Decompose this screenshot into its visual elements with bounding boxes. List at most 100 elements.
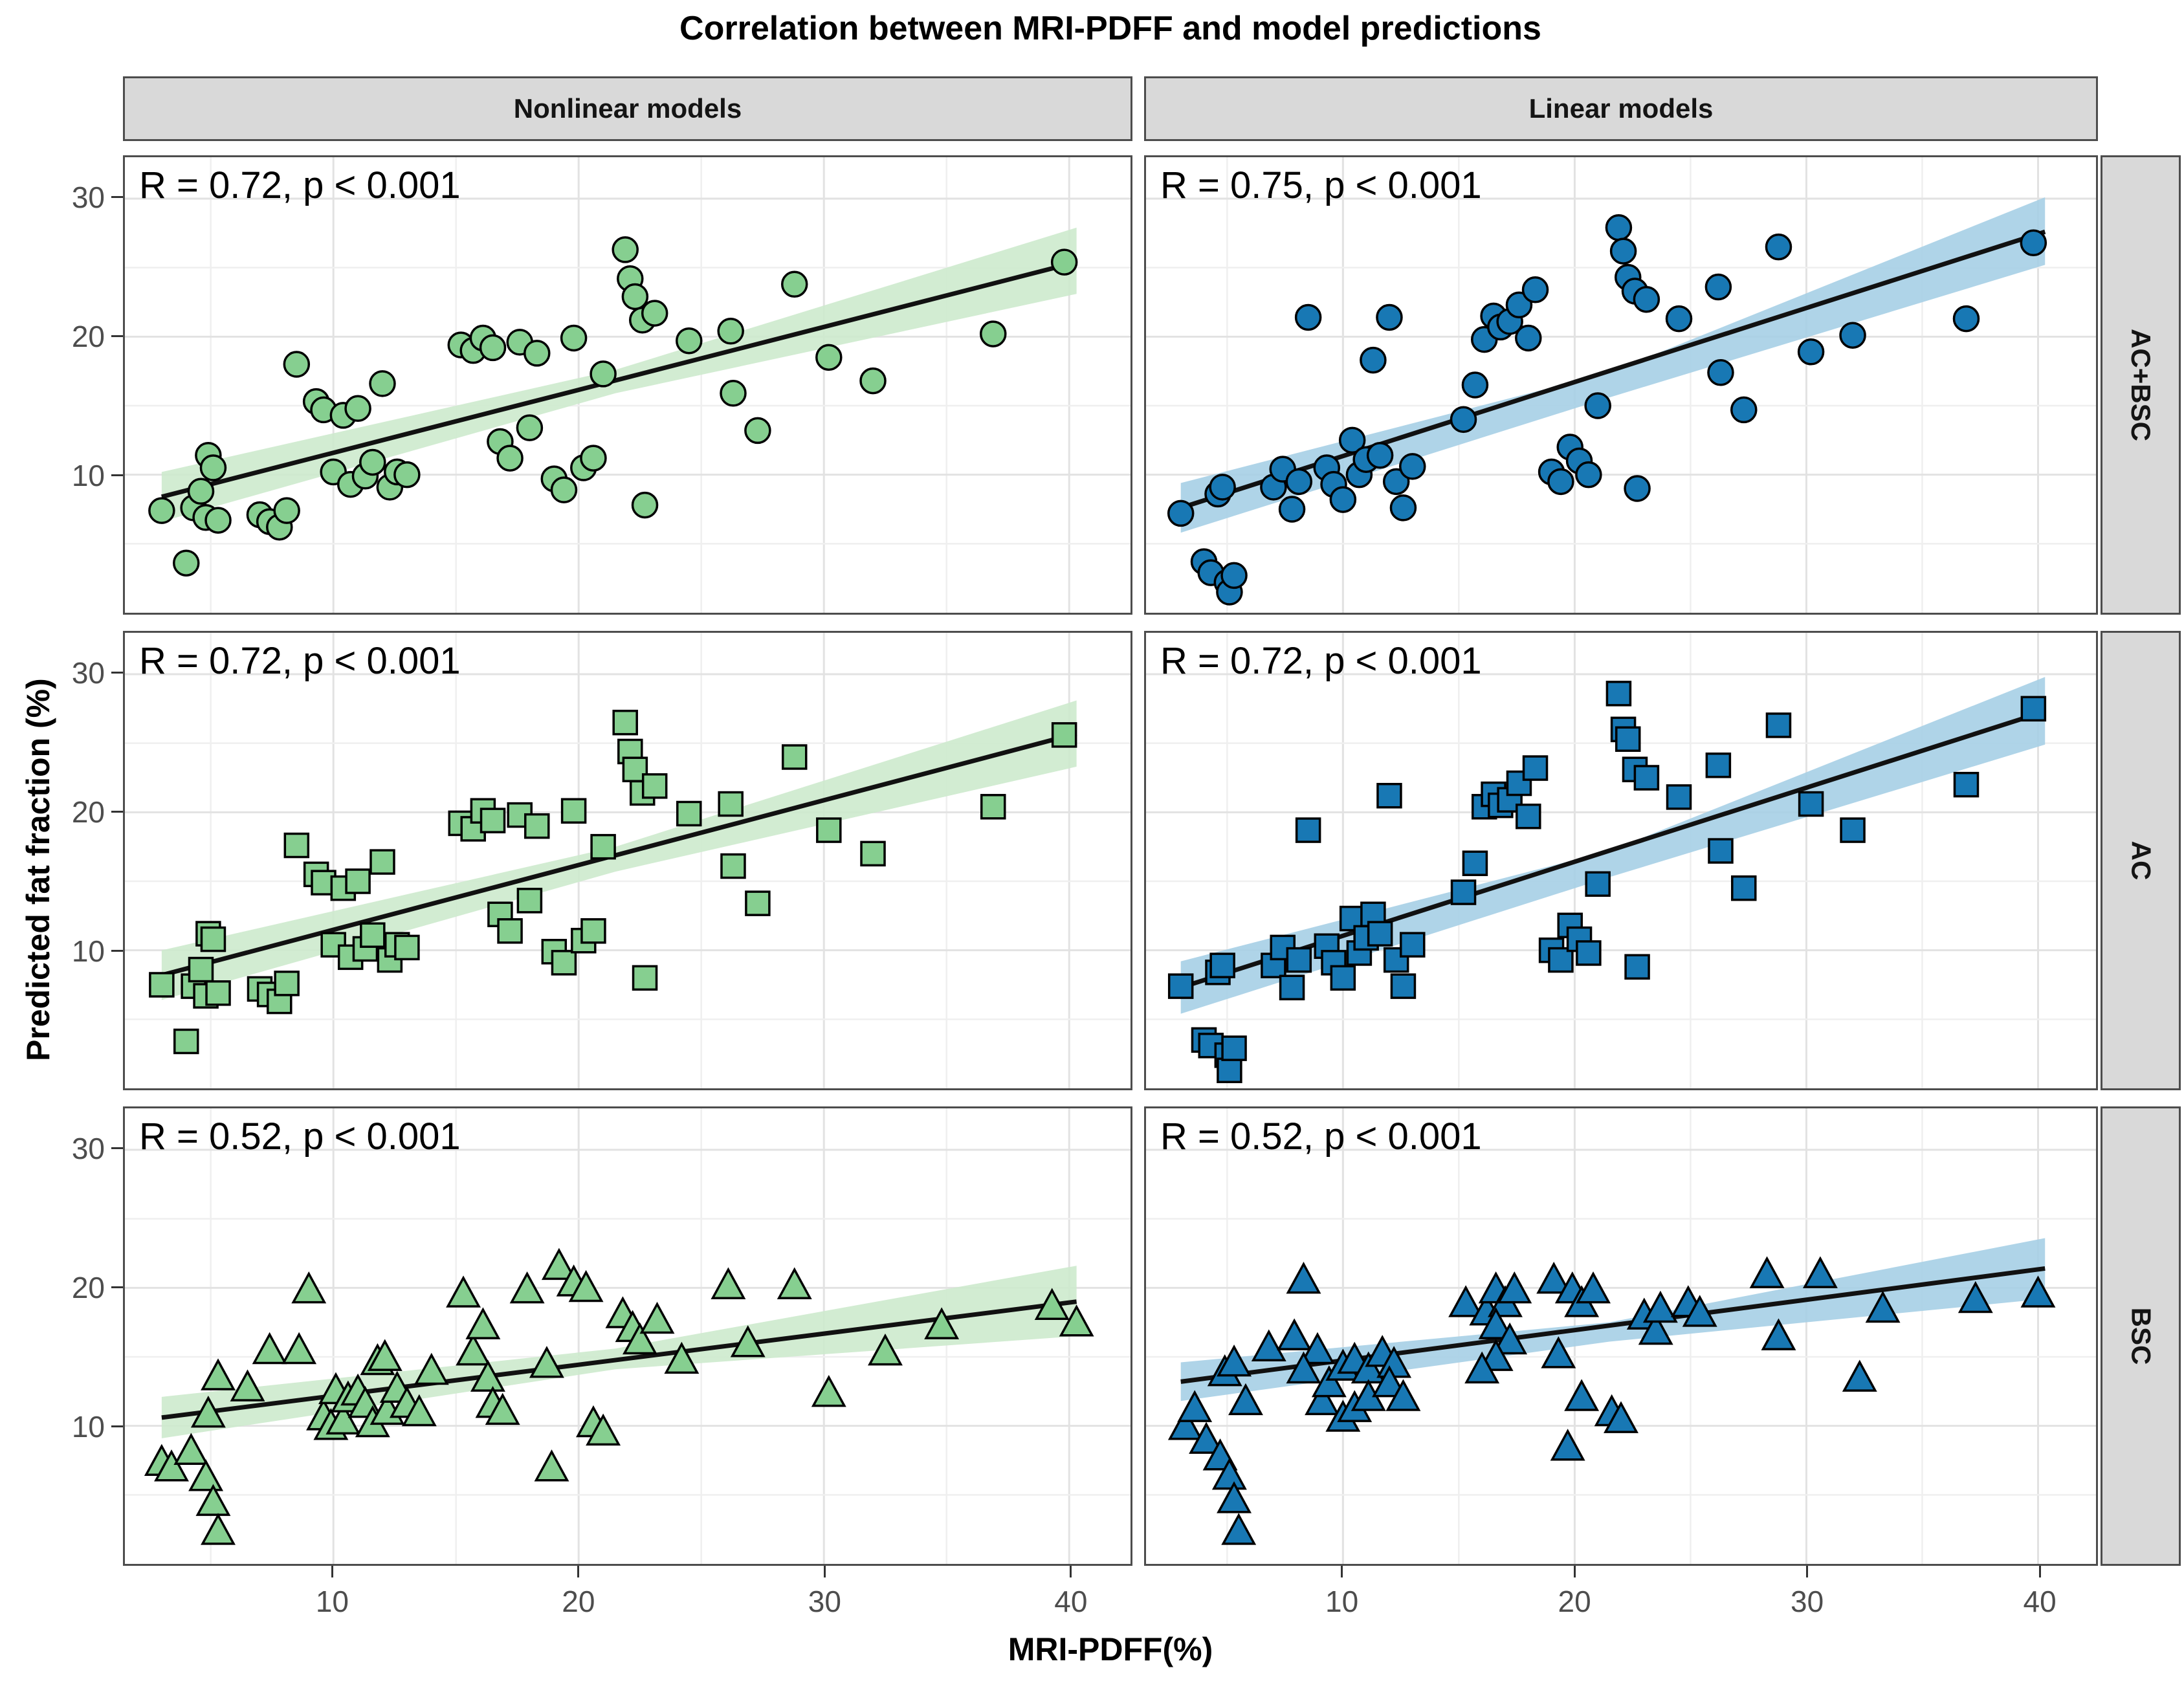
x-tick-label: 40 (1054, 1585, 1088, 1618)
y-tick-label: 20 (71, 1270, 105, 1304)
data-point (1278, 496, 1306, 523)
data-point (1666, 784, 1692, 810)
y-tick-mark (111, 1147, 123, 1150)
data-point (1050, 248, 1078, 276)
data-point (1376, 303, 1403, 331)
y-tick-mark (111, 811, 123, 813)
data-point (816, 817, 842, 843)
data-point (1385, 1379, 1421, 1411)
data-point (623, 1322, 657, 1355)
data-point (534, 1449, 569, 1482)
data-point (811, 1374, 846, 1407)
data-point (154, 1449, 189, 1482)
confidence-band (1180, 197, 2046, 533)
data-point (283, 832, 310, 859)
data-point (394, 934, 420, 961)
data-point (744, 417, 771, 445)
x-tick-label: 30 (1791, 1585, 1824, 1618)
data-point (1221, 1035, 1247, 1061)
data-point (516, 414, 544, 441)
data-point (1665, 305, 1693, 333)
x-tick-label: 10 (315, 1585, 349, 1618)
data-point (815, 344, 843, 371)
data-point (541, 1247, 577, 1280)
data-point (1642, 1290, 1678, 1323)
x-axis-title: MRI-PDFF(%) (1008, 1631, 1213, 1667)
y-tick-label: 30 (71, 655, 105, 690)
data-point (283, 351, 311, 378)
data-point (639, 1301, 675, 1334)
data-point (1462, 850, 1488, 877)
data-point (1536, 1262, 1572, 1294)
data-point (777, 1267, 812, 1299)
y-tick-mark (111, 474, 123, 477)
facet-strip-bsc: BSC (2101, 1106, 2181, 1566)
data-point (529, 1346, 564, 1378)
data-point (479, 334, 507, 362)
data-point (1548, 947, 1574, 973)
scatter-plot-ac-bsc-linear (1146, 157, 2096, 613)
data-point (621, 283, 649, 311)
data-point (204, 507, 232, 534)
scatter-plot-ac-linear (1146, 633, 2096, 1088)
data-point (1557, 912, 1583, 939)
data-point (1550, 1429, 1585, 1461)
data-point (230, 1369, 265, 1401)
data-point (1051, 722, 1077, 748)
x-tick-label: 30 (808, 1585, 841, 1618)
data-point (1638, 1312, 1673, 1345)
data-point (711, 1267, 746, 1299)
scatter-plot-bsc-nonlinear (125, 1108, 1131, 1564)
data-point (345, 868, 371, 894)
correlation-annotation: R = 0.72, p < 0.001 (139, 164, 461, 206)
data-point (201, 1358, 236, 1390)
x-tick-mark (1070, 1566, 1072, 1577)
data-point (1220, 562, 1248, 589)
data-point (1952, 305, 1980, 333)
data-point (1286, 947, 1312, 973)
data-point (1842, 1359, 1877, 1392)
data-point (1605, 681, 1632, 707)
data-point (173, 1028, 199, 1055)
data-point (470, 1359, 505, 1392)
data-point (1798, 791, 1824, 817)
data-point (524, 340, 551, 367)
y-tick-mark (111, 335, 123, 338)
data-point (717, 318, 744, 345)
data-point (1707, 359, 1734, 386)
y-tick-label: 30 (71, 180, 105, 214)
y-tick-label: 10 (71, 458, 105, 492)
data-point (590, 833, 616, 860)
y-tick-mark (111, 672, 123, 674)
data-point (1448, 1285, 1484, 1317)
confidence-band (1180, 677, 2046, 1014)
data-point (281, 1332, 317, 1365)
data-point (1366, 442, 1394, 469)
panel-ac-linear: R = 0.72, p < 0.001 (1144, 631, 2098, 1090)
data-point (1382, 468, 1410, 496)
data-point (551, 950, 577, 976)
regression-line (161, 1299, 1077, 1420)
data-point (1330, 965, 1356, 991)
data-point (924, 1307, 960, 1339)
data-point (497, 918, 523, 944)
data-point (1865, 1290, 1901, 1323)
data-point (485, 1392, 520, 1425)
data-point (1277, 1318, 1312, 1350)
data-point (1400, 932, 1426, 958)
data-point (1450, 879, 1477, 905)
y-tick-mark (111, 1286, 123, 1289)
data-point (1167, 973, 1194, 999)
data-point (612, 236, 639, 263)
data-point (1167, 1408, 1203, 1440)
data-point (860, 841, 886, 867)
data-point (367, 1339, 403, 1371)
facet-strip-label: Nonlinear models (513, 93, 742, 124)
data-point (1217, 1345, 1252, 1377)
regression-line (1180, 709, 2046, 990)
data-point (1797, 338, 1825, 366)
data-point (187, 478, 215, 505)
x-tick-mark (1573, 1566, 1576, 1577)
x-tick-mark (823, 1566, 826, 1577)
data-point (1605, 214, 1633, 241)
